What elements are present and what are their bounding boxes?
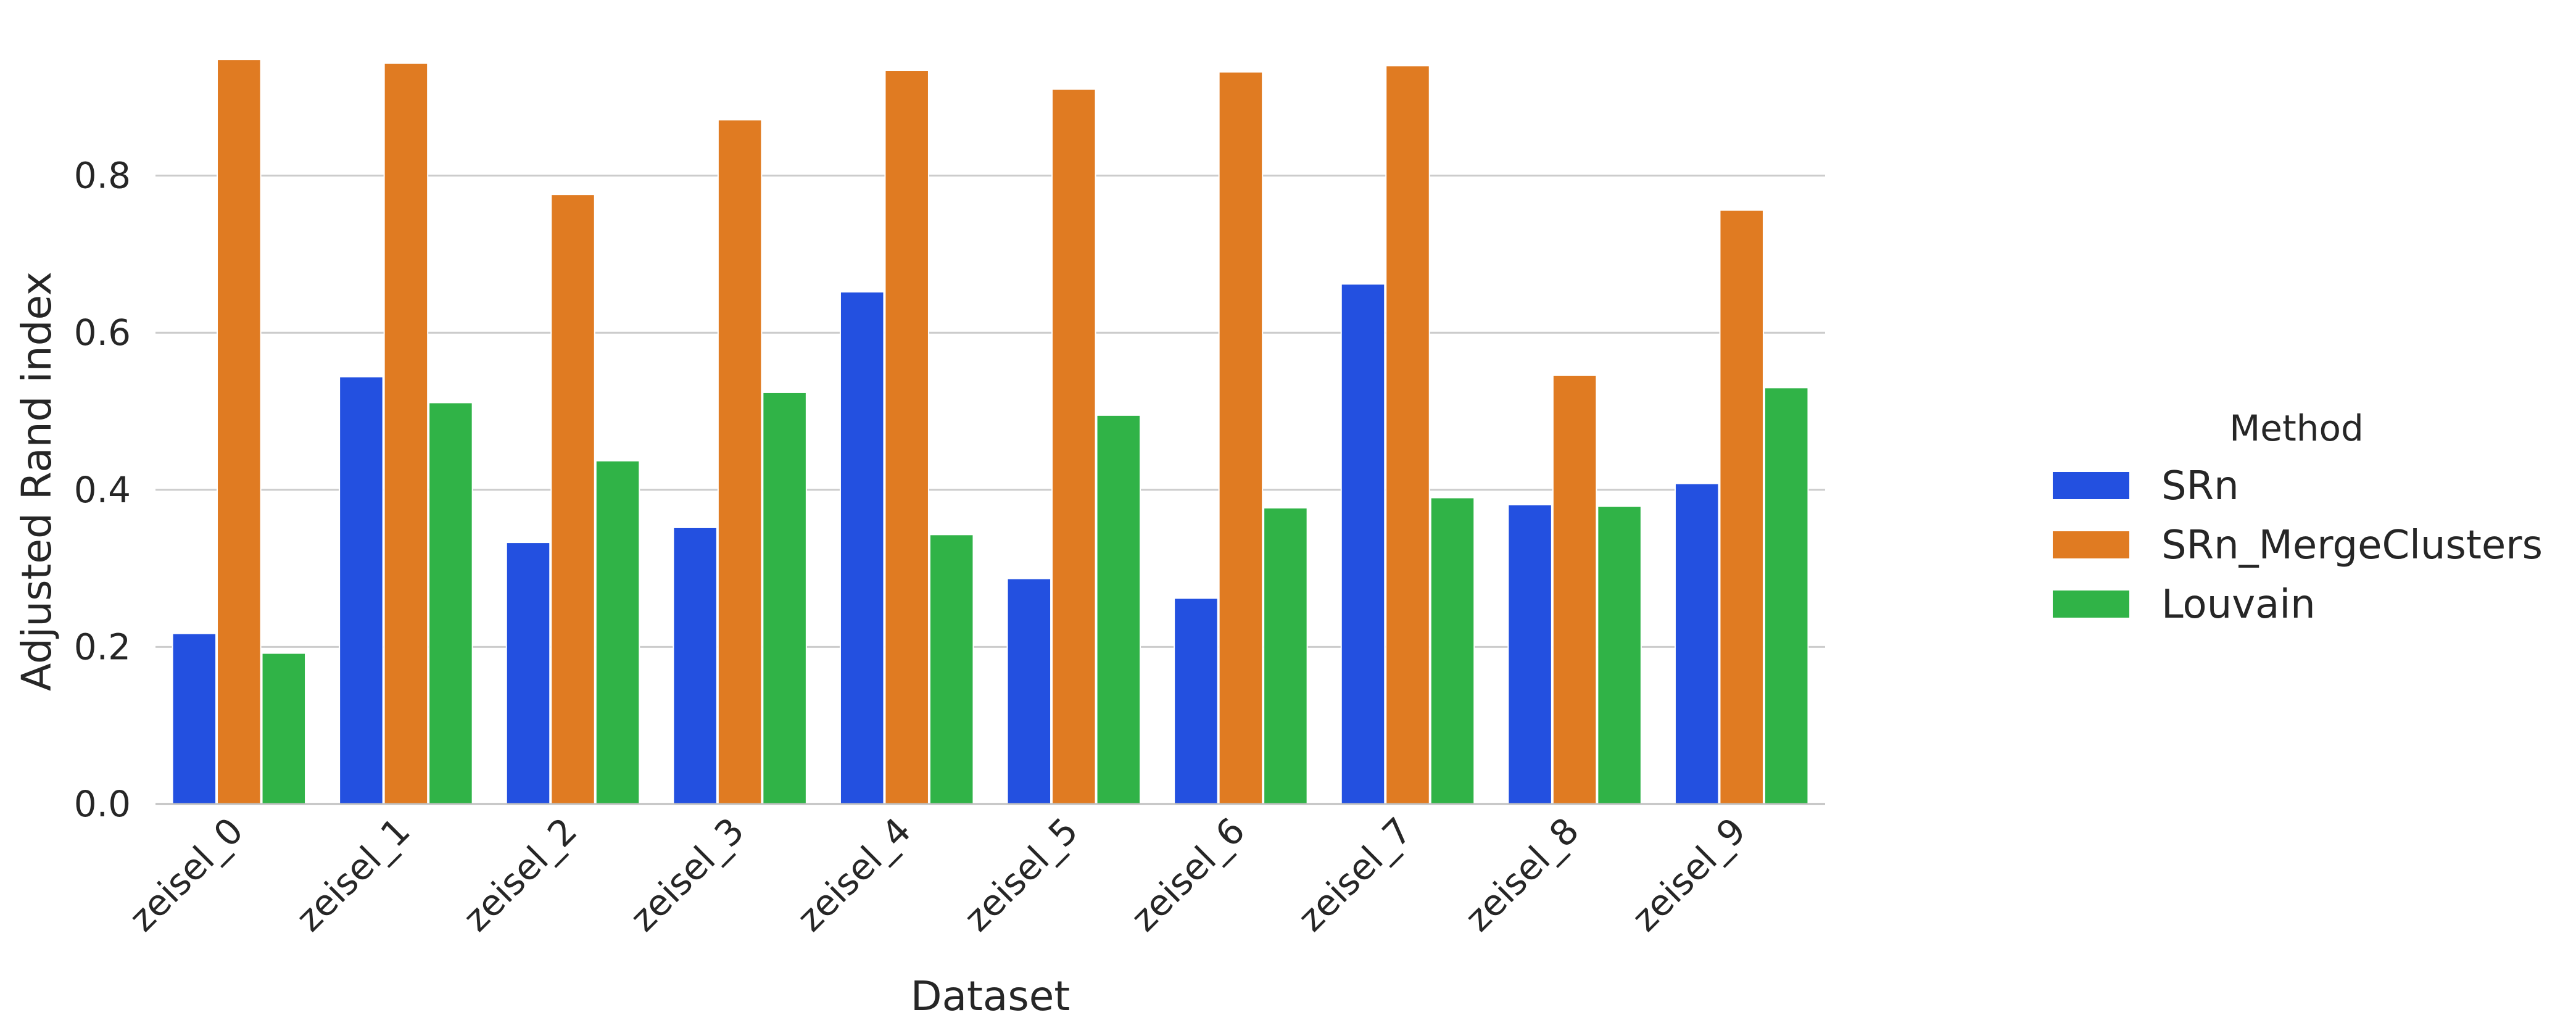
bar-srn-mergeclusters-zeisel-2	[550, 194, 595, 805]
bar-louvain-zeisel-2	[595, 460, 640, 805]
bar-srn-mergeclusters-zeisel-8	[1552, 374, 1597, 805]
bar-srn-zeisel-5	[1006, 578, 1052, 805]
y-tick-label: 0.4	[74, 469, 131, 511]
legend-label: SRn_MergeClusters	[2161, 523, 2543, 568]
x-tick-label: zeisel_2	[455, 810, 586, 940]
x-tick-label: zeisel_1	[288, 810, 418, 940]
bar-srn-mergeclusters-zeisel-4	[884, 70, 929, 805]
bar-srn-zeisel-8	[1507, 503, 1552, 805]
x-tick-label: zeisel_7	[1290, 810, 1420, 940]
x-tick-label: zeisel_4	[789, 810, 919, 940]
bar-louvain-zeisel-0	[261, 652, 307, 805]
y-tick-label: 0.6	[74, 312, 131, 354]
legend-title: Method	[2229, 407, 2364, 449]
bar-louvain-zeisel-9	[1763, 387, 1809, 805]
bar-srn-zeisel-2	[505, 542, 551, 805]
bar-srn-mergeclusters-zeisel-5	[1051, 88, 1096, 805]
bar-srn-zeisel-9	[1674, 483, 1720, 805]
x-tick-label: zeisel_8	[1457, 810, 1587, 940]
bars	[172, 59, 1809, 805]
y-axis-title: Adjusted Rand index	[13, 271, 60, 691]
x-tick-label: zeisel_3	[622, 810, 752, 940]
bar-srn-mergeclusters-zeisel-9	[1719, 209, 1764, 805]
bar-louvain-zeisel-8	[1597, 505, 1642, 805]
legend: Method SRn SRn_MergeClusters Louvain	[2053, 407, 2543, 628]
bar-louvain-zeisel-3	[762, 391, 807, 805]
y-tick-label: 0.2	[74, 626, 131, 668]
bar-louvain-zeisel-7	[1430, 497, 1475, 805]
bar-louvain-zeisel-1	[428, 402, 473, 805]
legend-label: SRn	[2161, 463, 2239, 509]
legend-swatch	[2053, 531, 2129, 558]
bar-srn-mergeclusters-zeisel-1	[383, 62, 429, 805]
bar-srn-zeisel-4	[839, 291, 885, 805]
x-tick-label: zeisel_0	[121, 810, 251, 940]
bar-srn-zeisel-7	[1340, 283, 1386, 805]
bar-srn-mergeclusters-zeisel-0	[217, 59, 262, 805]
x-axis-title: Dataset	[911, 972, 1070, 1020]
x-tick-label: zeisel_5	[956, 810, 1086, 940]
bar-srn-zeisel-0	[172, 632, 217, 805]
legend-swatch	[2053, 472, 2129, 499]
y-tick-label: 0.0	[74, 783, 131, 825]
bar-louvain-zeisel-5	[1096, 414, 1141, 805]
bar-srn-zeisel-1	[339, 376, 384, 805]
bar-srn-mergeclusters-zeisel-3	[717, 119, 763, 805]
bar-srn-mergeclusters-zeisel-7	[1385, 65, 1430, 805]
bar-srn-mergeclusters-zeisel-6	[1218, 71, 1264, 805]
bar-srn-zeisel-6	[1174, 597, 1219, 805]
x-tick-label: zeisel_9	[1624, 810, 1754, 940]
x-tick-labels: zeisel_0 zeisel_1 zeisel_2 zeisel_3 zeisel_4…	[121, 810, 1754, 940]
legend-swatch	[2053, 591, 2129, 618]
bar-louvain-zeisel-6	[1263, 507, 1308, 805]
bar-srn-zeisel-3	[673, 526, 718, 805]
x-tick-label: zeisel_6	[1123, 810, 1253, 940]
legend-label: Louvain	[2161, 582, 2316, 628]
bar-louvain-zeisel-4	[929, 534, 974, 805]
y-tick-label: 0.8	[74, 155, 131, 197]
y-tick-labels: 0.0 0.2 0.4 0.6 0.8	[74, 155, 131, 825]
